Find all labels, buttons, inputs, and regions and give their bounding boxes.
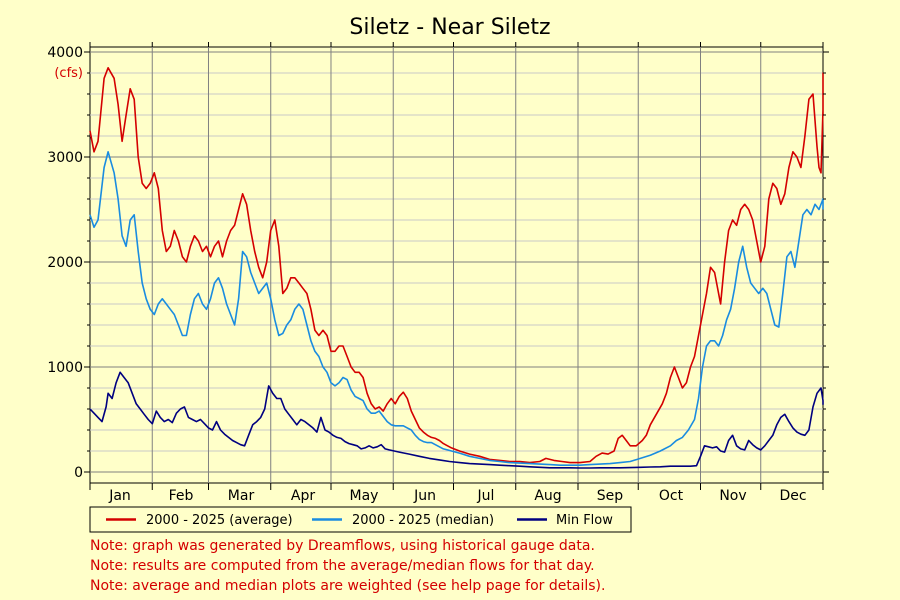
legend: 2000 - 2025 (average) 2000 - 2025 (media… — [89, 506, 632, 533]
x-tick-label-feb: Feb — [169, 488, 194, 504]
y-tick-label-2000: 2000 — [47, 255, 83, 271]
y-axis-unit: (cfs) — [54, 66, 83, 81]
note-line-1: Note: graph was generated by Dreamflows,… — [90, 538, 595, 554]
series-line-average — [89, 67, 824, 464]
y-tick-label-0: 0 — [74, 465, 83, 481]
x-tick-label-aug: Aug — [534, 488, 561, 504]
x-tick-label-mar: Mar — [228, 488, 255, 504]
series-line-min-flow — [89, 371, 824, 469]
note-line-2: Note: results are computed from the aver… — [90, 558, 595, 574]
x-tick-label-jan: Jan — [108, 488, 131, 504]
chart-title: Siletz - Near Siletz — [349, 15, 550, 40]
series-layer — [89, 67, 824, 469]
x-tick-label-may: May — [350, 488, 379, 504]
legend-label-min-flow: Min Flow — [556, 513, 613, 528]
legend-label-average: 2000 - 2025 (average) — [146, 513, 293, 528]
series-line-median — [89, 151, 824, 467]
y-tick-label-4000: 4000 — [47, 45, 83, 61]
x-tick-label-sep: Sep — [597, 488, 624, 504]
y-tick-label-1000: 1000 — [47, 360, 83, 376]
legend-label-median: 2000 - 2025 (median) — [352, 513, 494, 528]
x-tick-label-jul: Jul — [477, 488, 495, 504]
grid-layer — [90, 47, 823, 483]
x-tick-label-jun: Jun — [413, 488, 436, 504]
note-line-3: Note: average and median plots are weigh… — [90, 578, 605, 594]
x-tick-label-apr: Apr — [291, 488, 315, 504]
x-tick-label-dec: Dec — [779, 488, 806, 504]
y-tick-label-3000: 3000 — [47, 150, 83, 166]
axis-layer — [84, 42, 829, 490]
x-tick-label-oct: Oct — [659, 488, 684, 504]
x-tick-label-nov: Nov — [719, 488, 746, 504]
plot-area — [89, 46, 824, 484]
